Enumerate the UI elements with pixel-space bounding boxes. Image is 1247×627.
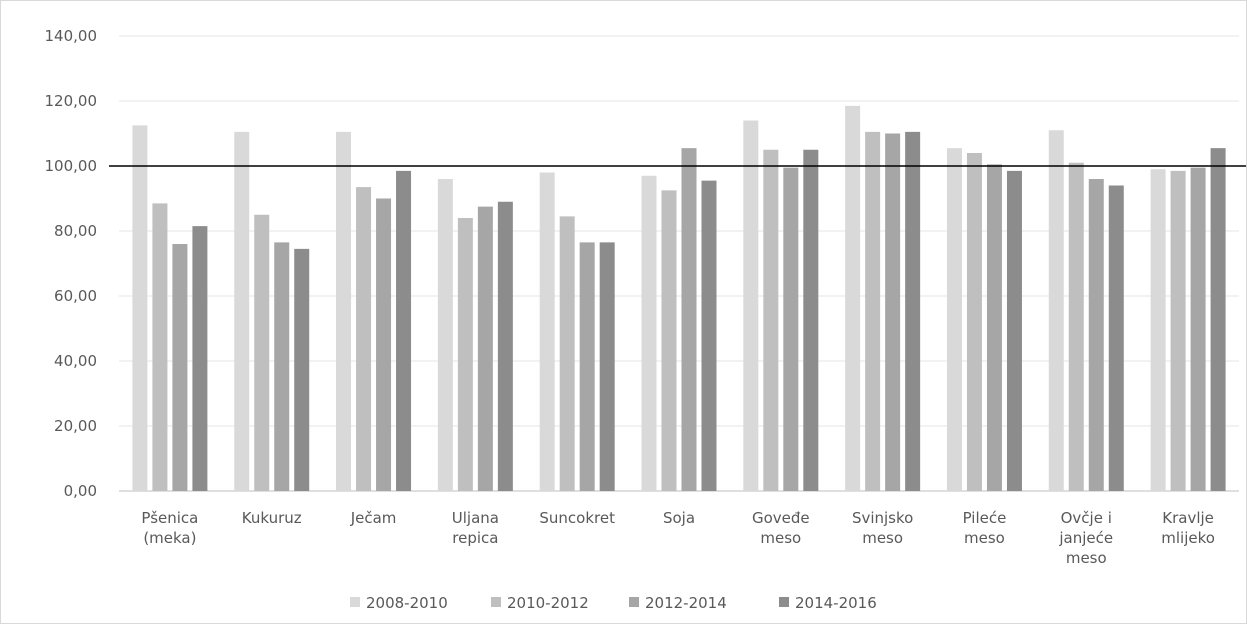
bar-2012-2014-7 (885, 133, 901, 491)
bar-2012-2014-5 (681, 148, 697, 491)
bar-2014-2016-6 (803, 149, 819, 491)
x-category-label: Uljana (452, 509, 499, 527)
y-tick-label: 60,00 (54, 287, 97, 305)
bar-2008-2010-10 (1150, 169, 1166, 491)
bar-2014-2016-4 (599, 242, 615, 491)
bar-2012-2014-9 (1088, 179, 1104, 491)
y-tick-label: 40,00 (54, 352, 97, 370)
legend-swatch-2012-2014 (629, 597, 639, 607)
legend-swatch-2010-2012 (491, 597, 501, 607)
x-category-label: Kravlje (1162, 509, 1214, 527)
x-category-label: (meka) (143, 529, 196, 547)
bar-2010-2012-1 (254, 214, 270, 491)
x-category-label: mlijeko (1161, 529, 1215, 547)
x-category-label: Ječam (350, 509, 397, 527)
x-category-label: Svinjsko (852, 509, 913, 527)
bar-2012-2014-6 (783, 167, 799, 491)
bar-2012-2014-10 (1190, 167, 1206, 491)
bar-2010-2012-4 (559, 216, 575, 491)
bar-2008-2010-8 (946, 148, 962, 491)
x-category-label: meso (862, 529, 903, 547)
bar-2014-2016-9 (1108, 185, 1124, 491)
y-axis-ticks: 0,00 20,00 40,00 60,00 80,00 100,00 120,00 140,… (45, 27, 98, 500)
bar-2014-2016-8 (1006, 170, 1022, 491)
bar-2012-2014-0 (172, 244, 188, 491)
bar-2014-2016-3 (497, 201, 513, 491)
bar-2010-2012-7 (865, 131, 881, 491)
bar-2010-2012-0 (152, 203, 168, 491)
bar-2010-2012-6 (763, 149, 779, 491)
x-category-label: meso (760, 529, 801, 547)
x-category-label: Goveđe (752, 509, 810, 527)
x-category-label: Soja (663, 509, 695, 527)
bar-2008-2010-1 (234, 131, 250, 491)
bar-2008-2010-7 (845, 105, 861, 491)
bar-2008-2010-6 (743, 120, 759, 491)
y-tick-label: 140,00 (45, 27, 98, 45)
y-tick-label: 0,00 (64, 482, 97, 500)
bar-2010-2012-9 (1068, 162, 1084, 491)
bar-2012-2014-4 (579, 242, 595, 491)
y-tick-label: 20,00 (54, 417, 97, 435)
x-axis-categories: Pšenica (meka) Kukuruz Ječam Uljana repica Sun… (141, 509, 1214, 567)
x-category-label: repica (452, 529, 498, 547)
bar-2010-2012-2 (356, 187, 372, 491)
bar-2014-2016-7 (905, 131, 921, 491)
bar-2010-2012-5 (661, 190, 677, 491)
bar-2008-2010-3 (437, 179, 453, 491)
bar-2012-2014-2 (376, 198, 392, 491)
bar-2008-2010-2 (336, 131, 352, 491)
bar-2008-2010-4 (539, 172, 555, 491)
bar-2008-2010-9 (1048, 130, 1064, 491)
bar-2012-2014-3 (477, 206, 493, 491)
legend-label: 2010-2012 (507, 594, 589, 612)
x-category-label: Ovčje i (1061, 509, 1112, 527)
y-tick-label: 100,00 (45, 157, 98, 175)
bar-2014-2016-0 (192, 226, 208, 491)
legend-label: 2014-2016 (795, 594, 877, 612)
y-tick-label: 120,00 (45, 92, 98, 110)
bar-2014-2016-2 (396, 170, 412, 491)
bar-2012-2014-1 (274, 242, 290, 491)
bar-2014-2016-1 (294, 248, 310, 491)
x-category-label: Pileće (963, 509, 1007, 527)
bar-2010-2012-3 (457, 218, 473, 491)
legend-swatch-2008-2010 (350, 597, 360, 607)
legend-swatch-2014-2016 (779, 597, 789, 607)
y-tick-label: 80,00 (54, 222, 97, 240)
bar-2014-2016-10 (1210, 148, 1226, 491)
x-category-label: meso (1066, 549, 1107, 567)
x-category-label: janjeće (1058, 529, 1113, 547)
x-category-label: Pšenica (141, 509, 198, 527)
bar-2008-2010-5 (641, 175, 657, 491)
bar-2010-2012-8 (966, 153, 982, 491)
x-category-label: Kukuruz (242, 509, 302, 527)
legend-label: 2008-2010 (366, 594, 448, 612)
legend: 2008-2010 2010-2012 2012-2014 2014-2016 (350, 594, 877, 612)
bar-2008-2010-0 (132, 125, 148, 491)
bars (132, 105, 1226, 491)
bar-2012-2014-8 (986, 164, 1002, 491)
x-category-label: Suncokret (539, 509, 615, 527)
bar-2010-2012-10 (1170, 170, 1186, 491)
x-category-label: meso (964, 529, 1005, 547)
legend-label: 2012-2014 (645, 594, 727, 612)
bar-2014-2016-5 (701, 180, 717, 491)
